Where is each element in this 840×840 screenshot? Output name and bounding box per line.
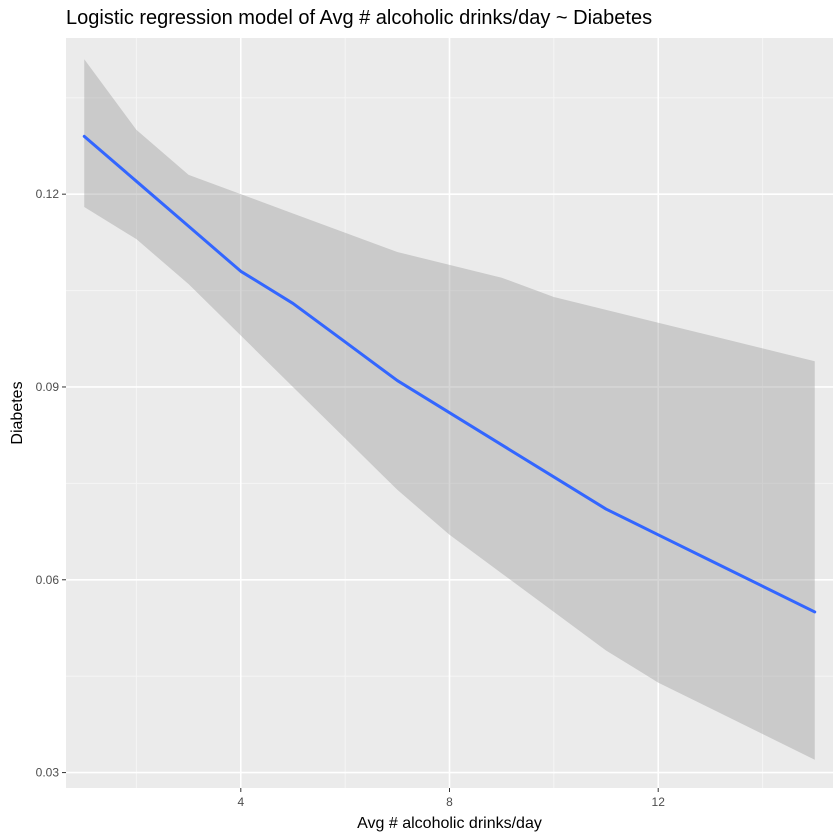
x-tick-label: 8 xyxy=(446,795,453,809)
x-tick-label: 12 xyxy=(652,795,666,809)
axes: 4 8 12 0.03 0.06 0.09 0.12 xyxy=(36,187,666,809)
x-axis-title: Avg # alcoholic drinks/day xyxy=(357,815,542,832)
y-tick-label: 0.06 xyxy=(36,573,60,587)
confidence-band xyxy=(84,59,815,760)
y-axis-title: Diabetes xyxy=(9,381,26,444)
y-tick-label: 0.03 xyxy=(36,766,60,780)
y-tick-label: 0.12 xyxy=(36,187,60,201)
series-layer xyxy=(82,59,817,760)
fitted-line xyxy=(82,134,817,614)
chart-title: Logistic regression model of Avg # alcoh… xyxy=(66,7,652,29)
y-tick-label: 0.09 xyxy=(36,380,60,394)
x-tick-label: 4 xyxy=(237,795,244,809)
